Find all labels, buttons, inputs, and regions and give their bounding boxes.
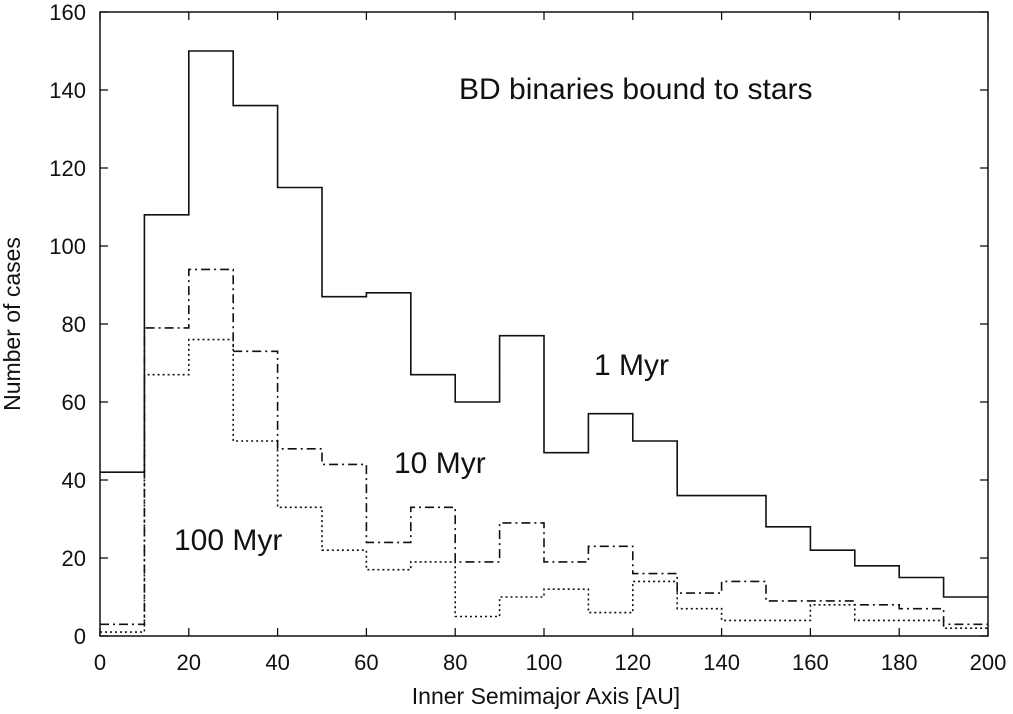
series-line-10-myr [100, 268, 988, 626]
x-tick-label: 120 [614, 650, 651, 675]
annotation-100-myr: 100 Myr [174, 524, 282, 557]
y-tick-label: 140 [49, 78, 86, 103]
chart-annotation-title: BD binaries bound to stars [459, 73, 813, 106]
x-tick-label: 20 [177, 650, 201, 675]
annotation-1-myr: 1 Myr [594, 349, 669, 382]
axis-ticks: 0 20 40 60 80 100 120 140 160 180 200 0 20 40 60 80 100 1… [49, 0, 1006, 675]
x-tick-label: 60 [354, 650, 378, 675]
y-tick-label: 20 [62, 546, 86, 571]
x-tick-label: 180 [881, 650, 918, 675]
series-line-1-myr [100, 50, 988, 598]
y-axis-label: Number of cases [0, 237, 25, 411]
y-tick-label: 80 [62, 312, 86, 337]
annotation-10-myr: 10 Myr [394, 447, 486, 480]
y-tick-label: 0 [74, 624, 86, 649]
x-tick-label: 80 [443, 650, 467, 675]
series-line-100-myr [100, 338, 988, 633]
x-axis-label: Inner Semimajor Axis [AU] [412, 683, 680, 709]
y-tick-label: 40 [62, 468, 86, 493]
series-layer [100, 50, 988, 633]
y-tick-label: 100 [49, 234, 86, 259]
y-tick-label: 120 [49, 156, 86, 181]
x-tick-label: 40 [265, 650, 289, 675]
x-tick-label: 140 [703, 650, 740, 675]
x-tick-label: 100 [526, 650, 563, 675]
x-tick-label: 160 [792, 650, 829, 675]
x-tick-label: 0 [94, 650, 106, 675]
x-tick-label: 200 [970, 650, 1007, 675]
y-tick-label: 60 [62, 390, 86, 415]
y-tick-label: 160 [49, 0, 86, 25]
